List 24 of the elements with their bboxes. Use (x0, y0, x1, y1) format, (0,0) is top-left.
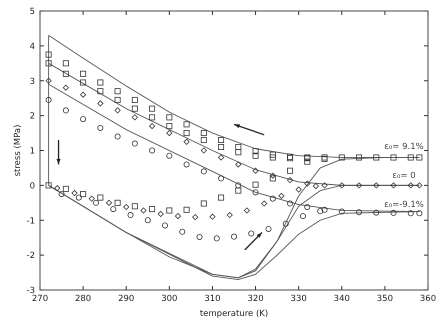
y-tick-label: 3 (30, 76, 35, 87)
y-tick-label: -1 (26, 216, 35, 226)
y-tick-label: 1 (30, 146, 35, 156)
x-axis-title: temperature (K) (200, 309, 268, 319)
x-tick-label: 280 (74, 294, 92, 304)
x-tick-label: 360 (420, 294, 436, 304)
y-tick-label: 5 (30, 7, 35, 17)
x-tick-label: 320 (247, 294, 264, 304)
y-tick-label: 4 (30, 42, 35, 52)
x-tick-label: 340 (334, 294, 350, 304)
x-tick-label: 270 (32, 294, 48, 304)
y-tick-label: -2 (26, 251, 35, 262)
x-tick-label: 290 (118, 294, 134, 304)
annotation: ε₀=-9.1% (384, 200, 424, 210)
annotation: ε₀= 9.1% (384, 142, 424, 152)
y-tick-label: 2 (30, 112, 35, 122)
annotation: ε₀= 0 (392, 171, 416, 181)
x-tick-label: 330 (290, 294, 307, 304)
x-tick-label: 300 (161, 294, 178, 304)
y-tick-label: -3 (26, 286, 35, 296)
x-tick-label: 350 (376, 294, 394, 304)
x-tick-label: 310 (204, 294, 221, 304)
y-tick-label: 0 (30, 181, 35, 192)
y-axis-title: stress (MPa) (13, 124, 23, 176)
